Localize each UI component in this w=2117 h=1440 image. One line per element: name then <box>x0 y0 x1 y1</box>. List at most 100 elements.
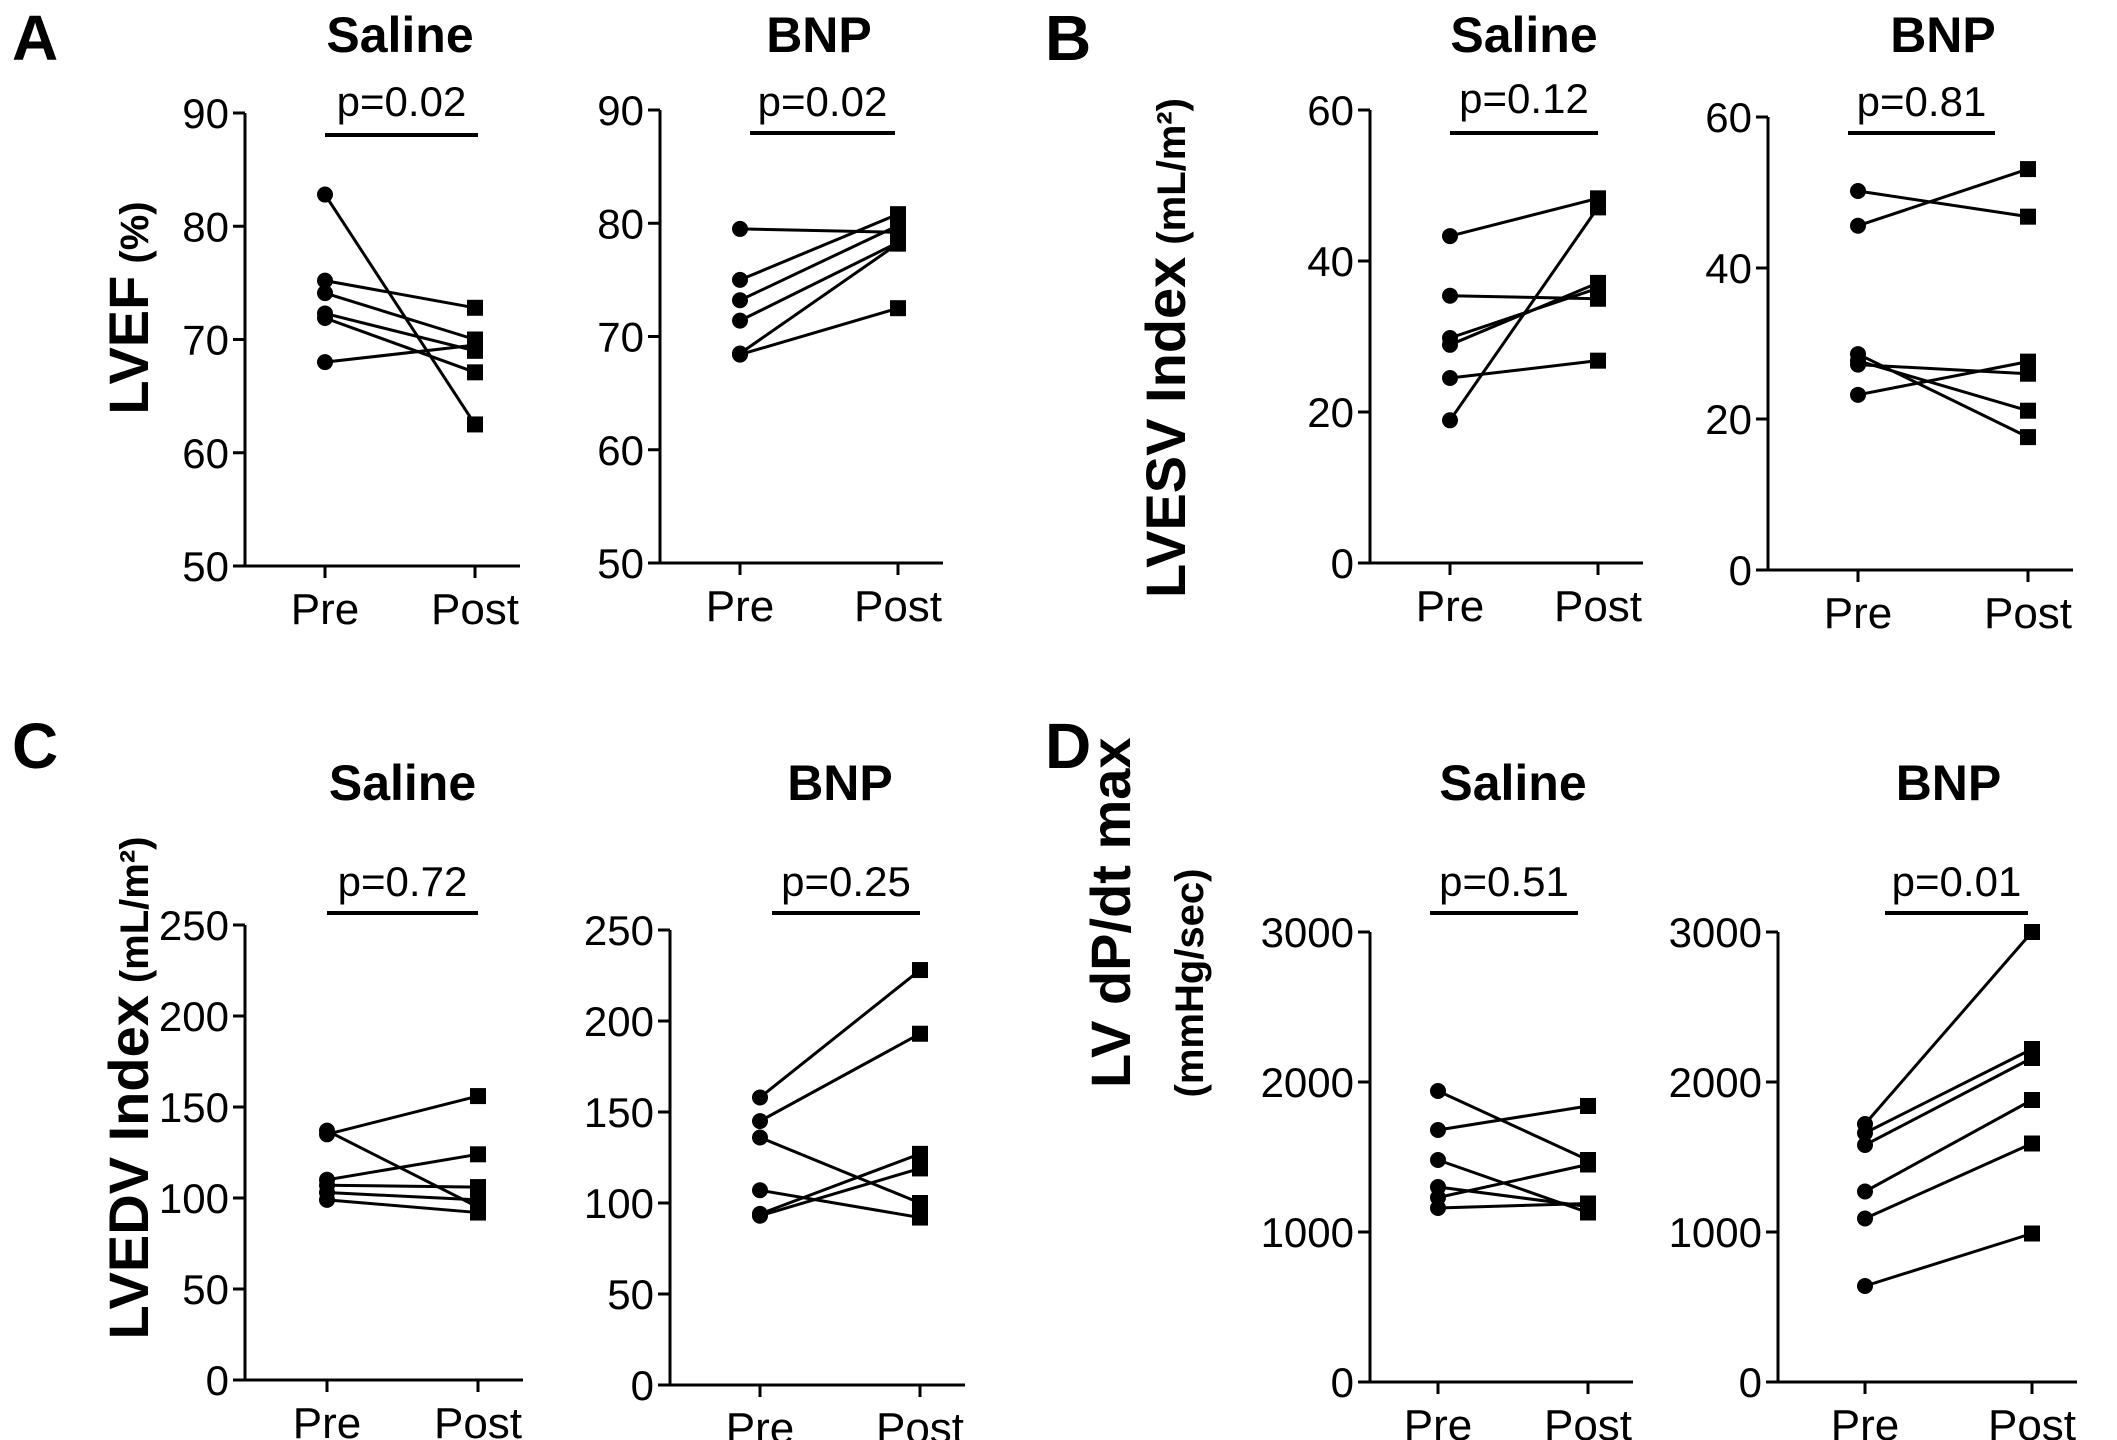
post-point <box>912 1195 928 1211</box>
post-point <box>912 1160 928 1177</box>
post-point <box>1580 1098 1596 1114</box>
panel-letter-b: B <box>1045 2 1091 74</box>
y-tick-label: 250 <box>159 902 229 949</box>
series-line <box>1437 1202 1589 1210</box>
series-line <box>324 316 476 374</box>
y-tick-label: 40 <box>1307 238 1354 285</box>
chart-title: BNP <box>787 755 893 811</box>
post-point <box>2024 1092 2040 1108</box>
chart-c-bnp: BNP p=0.25 0 50 100 150 200 250 Pre Post <box>584 755 965 1440</box>
pre-point <box>319 1191 335 1208</box>
x-tick-label: Post <box>876 1404 964 1440</box>
series-line <box>326 1198 479 1215</box>
y-tick-label: 90 <box>182 90 229 137</box>
y-tick-label: 40 <box>1705 245 1752 292</box>
series-line <box>324 343 476 364</box>
series-line <box>1857 363 2029 376</box>
chart-title: BNP <box>1890 7 1996 63</box>
series-line <box>759 1166 921 1218</box>
x-tick-label: Post <box>434 1399 522 1440</box>
post-point <box>912 962 928 979</box>
x-tick-label: Pre <box>1404 1401 1472 1440</box>
y-tick-label: 60 <box>597 427 644 474</box>
y-tick-label: 0 <box>206 1357 229 1404</box>
pre-point <box>1442 370 1458 387</box>
y-tick-label: 20 <box>1307 389 1354 436</box>
post-point <box>1590 199 1606 216</box>
pre-point <box>317 186 333 203</box>
post-point <box>467 416 483 433</box>
series-line <box>759 1152 921 1216</box>
post-point <box>890 217 906 234</box>
chart-d-saline: Saline p=0.51 0 1000 2000 3000 Pre Post <box>1261 755 1633 1440</box>
pre-point <box>1430 1200 1446 1216</box>
post-point <box>2020 402 2036 419</box>
pre-point <box>317 354 333 371</box>
post-point <box>1590 274 1606 291</box>
chart-a-saline: Saline p=0.02 50 60 70 80 90 Pre Post <box>182 7 520 634</box>
post-point <box>2024 1135 2040 1152</box>
series-line <box>739 306 899 357</box>
y-tick-label: 3000 <box>1261 909 1354 956</box>
y-tick-label: 50 <box>597 540 644 587</box>
series-line <box>1449 359 1599 380</box>
pre-point <box>317 272 333 289</box>
series-line <box>1449 294 1599 301</box>
y-tick-label: 50 <box>182 1266 229 1313</box>
pre-point <box>1850 386 1866 403</box>
y-tick-label: 50 <box>607 1271 654 1318</box>
ylabel-b: LVESV Index(mL/m²) <box>1134 98 1197 598</box>
series-line <box>326 1094 479 1136</box>
series-line <box>326 1183 479 1189</box>
chart-c-saline: Saline p=0.72 0 50 100 150 200 250 Pre Post <box>159 755 523 1440</box>
post-point <box>912 1209 928 1226</box>
y-tick-label: 150 <box>584 1089 654 1136</box>
pre-point <box>1857 1278 1873 1294</box>
pre-point <box>752 1129 768 1146</box>
series-line <box>1864 1098 2033 1193</box>
x-tick-label: Pre <box>291 585 359 634</box>
series-line <box>739 227 899 234</box>
pre-point <box>1857 1210 1873 1227</box>
x-tick-label: Post <box>1554 582 1642 631</box>
pre-point <box>1442 287 1458 304</box>
y-tick-label: 0 <box>1739 1359 1762 1406</box>
series-line <box>324 311 476 353</box>
y-tick-label: 70 <box>182 317 229 364</box>
post-point <box>470 1191 486 1208</box>
post-point <box>470 1146 486 1163</box>
y-tick-label: 60 <box>182 430 229 477</box>
pre-point <box>1442 412 1458 429</box>
pre-point <box>317 309 333 326</box>
series-line <box>1857 167 2029 228</box>
post-point <box>912 1145 928 1162</box>
post-point <box>2020 161 2036 178</box>
post-point <box>2024 1225 2040 1242</box>
p-value-label: p=0.02 <box>758 78 888 125</box>
x-tick-label: Pre <box>1831 1401 1899 1440</box>
series-line <box>759 1136 921 1205</box>
pre-point <box>732 346 748 363</box>
y-tick-label: 2000 <box>1669 1059 1762 1106</box>
ylabel-d-unit: (mmHg/sec) <box>1168 869 1212 1098</box>
ylabel-d-main: LV dP/dt max <box>1079 737 1142 1088</box>
series-line <box>1857 189 2029 219</box>
pre-point <box>1442 336 1458 353</box>
y-tick-label: 70 <box>597 314 644 361</box>
x-tick-label: Pre <box>1824 589 1892 638</box>
y-tick-label: 50 <box>182 543 229 590</box>
y-tick-label: 60 <box>1307 87 1354 134</box>
x-tick-label: Pre <box>706 582 774 631</box>
post-point <box>467 299 483 316</box>
p-value-label: p=0.25 <box>781 858 911 905</box>
pre-point <box>732 312 748 329</box>
pre-point <box>319 1126 335 1143</box>
series-line <box>1864 1232 2033 1288</box>
series-line <box>759 1188 921 1220</box>
series-line <box>1437 1104 1589 1132</box>
series-line <box>1437 1089 1589 1162</box>
pre-point <box>1857 1125 1873 1141</box>
y-tick-label: 150 <box>159 1084 229 1131</box>
series-line <box>759 968 921 1099</box>
